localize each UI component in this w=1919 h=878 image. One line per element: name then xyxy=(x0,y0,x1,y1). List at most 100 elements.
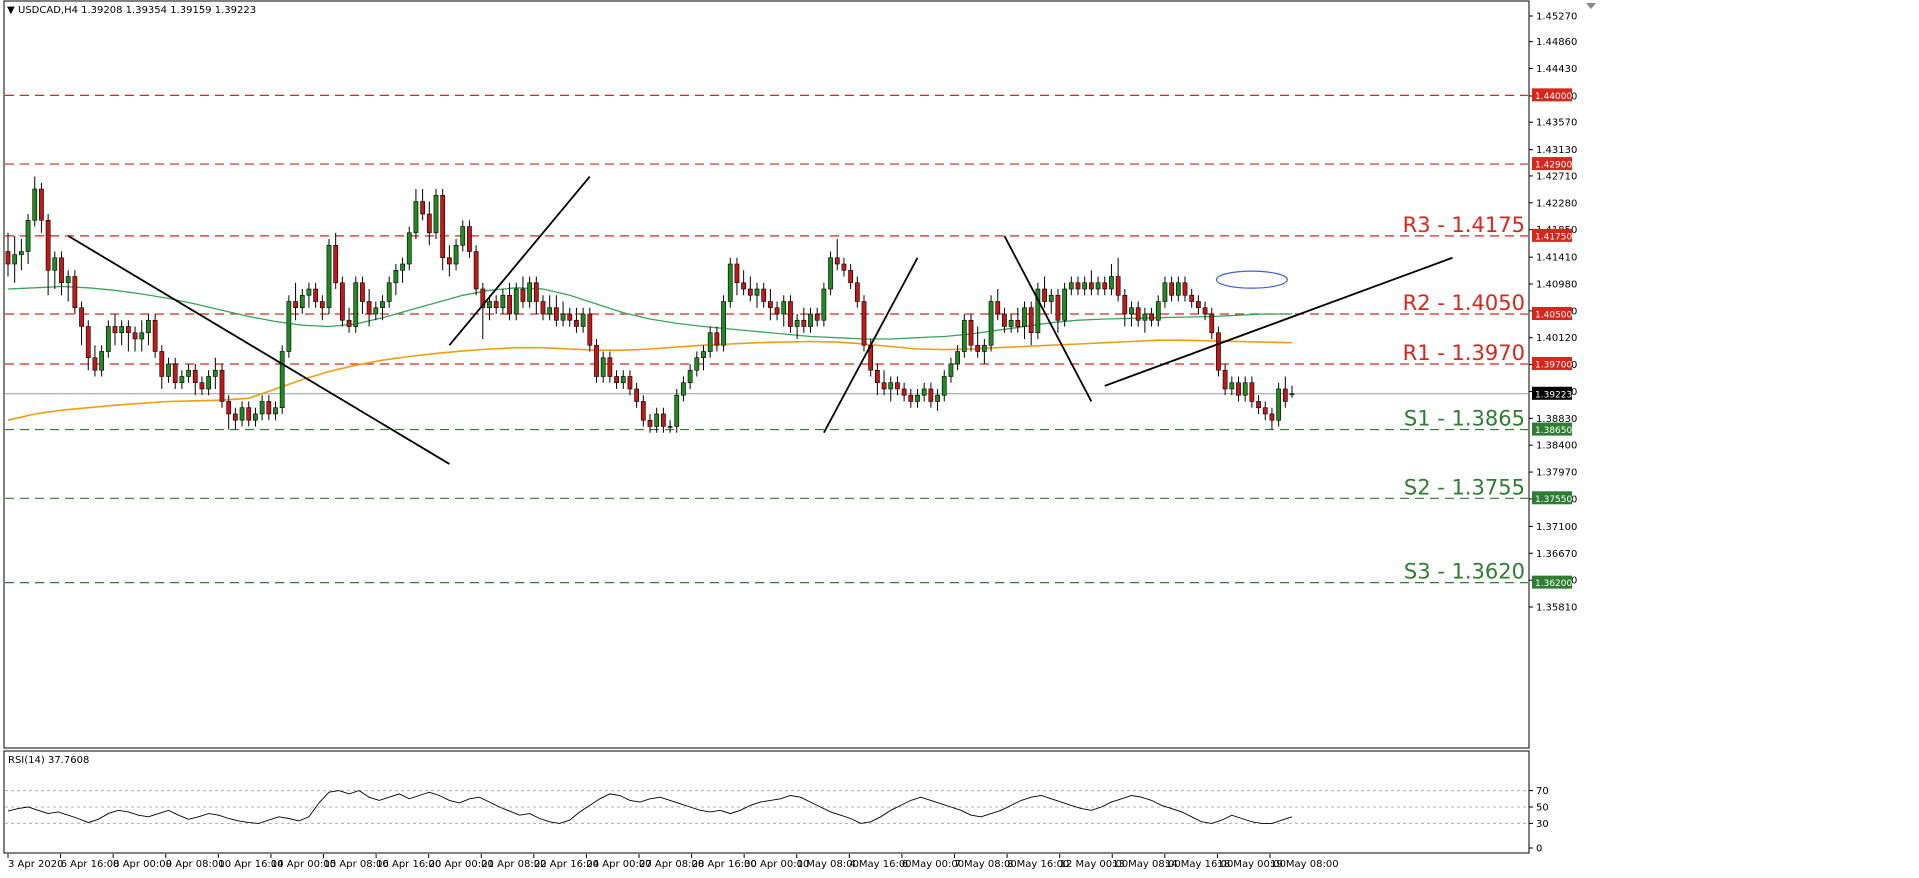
candle-body xyxy=(72,276,78,309)
candle xyxy=(1095,276,1101,296)
candle xyxy=(941,370,947,402)
time-tick-label: 14 May 16:00 xyxy=(1165,859,1234,870)
price-tick-label: 1.45270 xyxy=(1536,12,1577,23)
candle xyxy=(754,282,760,308)
candle xyxy=(620,370,626,389)
candle-body xyxy=(1055,294,1061,321)
candle xyxy=(139,320,145,352)
time-tick-label: 19 May 08:00 xyxy=(1270,859,1339,870)
level-axis-label: 1.38650 xyxy=(1535,426,1572,436)
candle xyxy=(594,338,599,383)
symbol-header: USDCAD,H4 1.39208 1.39354 1.39159 1.3922… xyxy=(18,5,256,16)
candles xyxy=(5,176,1295,433)
price-tick-label: 1.37970 xyxy=(1536,468,1577,479)
candle-body xyxy=(1089,282,1094,290)
candle xyxy=(1229,376,1235,396)
candle-body xyxy=(1015,319,1021,327)
trendline-up-3 xyxy=(1104,256,1453,387)
candle-body xyxy=(366,301,372,315)
candle-body xyxy=(119,326,125,334)
candle-body xyxy=(908,394,914,402)
candle-body xyxy=(487,301,492,309)
candle-body xyxy=(219,369,225,402)
candle-body xyxy=(1149,313,1154,321)
candle-body xyxy=(212,369,218,377)
candle xyxy=(266,395,272,421)
time-tick-label: 4 May 16:00 xyxy=(849,859,911,870)
candle xyxy=(72,270,78,314)
candle-body xyxy=(734,263,740,284)
price-tick-label: 1.42280 xyxy=(1536,198,1577,209)
rsi-tick-label: 30 xyxy=(1536,819,1549,830)
candle-body xyxy=(447,257,452,265)
candle-body xyxy=(1262,407,1268,415)
candle xyxy=(674,388,680,433)
time-tick-label: 12 May 00:00 xyxy=(1060,859,1129,870)
time-tick-label: 8 Apr 00:00 xyxy=(113,859,172,870)
candle-body xyxy=(594,344,599,377)
rsi-indicator: 70 50 30 0 xyxy=(5,786,1549,855)
candle-body xyxy=(373,307,379,315)
candle xyxy=(172,357,178,389)
candle xyxy=(841,257,847,277)
candle-body xyxy=(507,294,512,315)
candle-body xyxy=(1256,401,1261,409)
candle xyxy=(1222,363,1228,396)
candle xyxy=(915,388,920,408)
candle xyxy=(400,257,405,283)
candle-body xyxy=(620,376,626,384)
candle-body xyxy=(319,301,325,309)
time-tick-label: 16 Apr 16:00 xyxy=(376,859,441,870)
candle-body xyxy=(560,313,566,321)
trendline-down-2 xyxy=(1003,235,1093,402)
candle-body xyxy=(647,419,653,427)
candle-body xyxy=(473,251,479,290)
candle xyxy=(65,270,71,302)
candle xyxy=(1062,282,1067,327)
candle xyxy=(640,395,646,427)
candle xyxy=(500,289,506,314)
candle xyxy=(520,276,526,308)
time-tick-label: 1 May 08:00 xyxy=(797,859,859,870)
candle xyxy=(1182,276,1188,302)
level-axis-badge xyxy=(1532,306,1572,320)
candle xyxy=(1236,376,1241,402)
candle xyxy=(627,370,633,396)
candle xyxy=(246,401,252,427)
candle xyxy=(848,264,853,290)
candle-body xyxy=(286,301,292,352)
candle xyxy=(935,388,940,411)
candle-body xyxy=(39,188,44,221)
candle xyxy=(219,363,225,408)
ma-fast-line xyxy=(7,285,1292,340)
candle-body xyxy=(360,282,365,302)
candle xyxy=(406,226,412,271)
price-tick-label: 1.44860 xyxy=(1536,37,1577,48)
candle-body xyxy=(928,388,934,402)
candle-body xyxy=(513,288,519,315)
candle xyxy=(166,357,171,383)
candle xyxy=(39,182,44,233)
level-axis-badge xyxy=(1532,157,1572,171)
candle xyxy=(580,307,586,333)
candle-body xyxy=(533,282,539,302)
candle xyxy=(1269,407,1275,430)
level-axis-label: 1.37550 xyxy=(1535,495,1572,505)
candle xyxy=(861,295,867,352)
candle-body xyxy=(1122,294,1128,315)
candle xyxy=(533,276,539,314)
candle-body xyxy=(132,332,138,340)
candle-body xyxy=(988,301,994,346)
candle-body xyxy=(834,257,840,265)
candle xyxy=(1102,276,1108,296)
candle xyxy=(1289,385,1295,398)
candle-body xyxy=(65,276,71,284)
candle-body xyxy=(995,301,1001,315)
candle-body xyxy=(393,269,399,284)
candle-body xyxy=(159,351,165,377)
candle-body xyxy=(172,363,178,384)
collapse-arrow-icon[interactable]: ▼ xyxy=(7,5,15,16)
candle-body xyxy=(701,351,706,359)
candle xyxy=(560,301,566,327)
